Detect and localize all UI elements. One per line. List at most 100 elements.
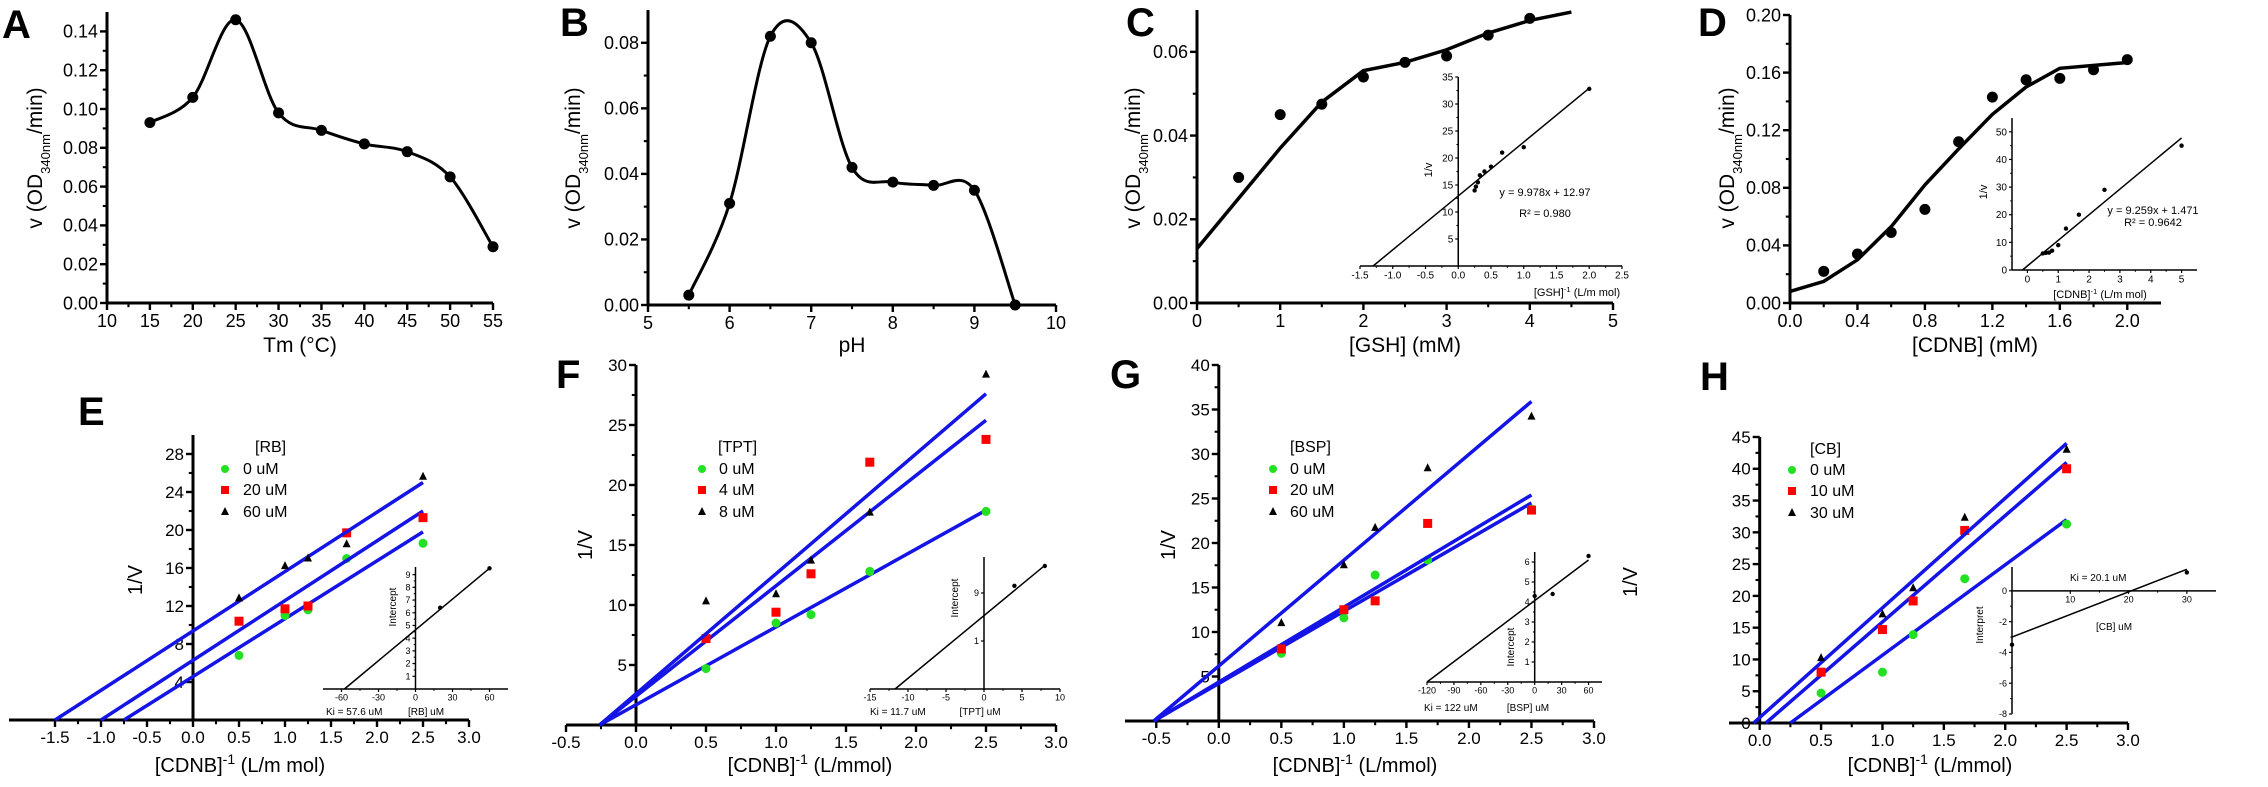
inset-x-axis-title-superscript: -1 <box>1564 285 1571 294</box>
y-tick-label: 5 <box>1448 235 1454 246</box>
legend-title: [CB] <box>1810 441 1841 458</box>
panel-d: D 0.0 0.4 0.8 1.2 1.6 2.0 0.00 0.04 0.08 0.12 0.16 0… <box>1698 1 2199 357</box>
inset-plot: 10 20 30 0 -2 -4 -6 -8 [CB] uM Interpret Ki = 20.1… <box>1975 567 2216 719</box>
data-point <box>806 610 816 620</box>
x-tick-label: 60 <box>484 693 494 703</box>
x-tick-label: 1 <box>2055 275 2061 286</box>
y-tick-label: 0.20 <box>1746 5 1781 25</box>
data-point <box>281 561 289 570</box>
fit-line <box>100 509 424 722</box>
x-axis-title-superscript: -1 <box>1915 751 1928 767</box>
x-tick-label: 10 <box>2065 594 2075 604</box>
inset-y-axis-title: Intercept <box>388 587 399 626</box>
data-point <box>1960 525 1970 535</box>
y-tick-label: 5 <box>1741 682 1750 701</box>
y-tick-label: 0.04 <box>63 216 98 236</box>
data-point <box>315 124 327 136</box>
x-tick-label: 15 <box>140 311 160 331</box>
data-point <box>701 664 711 674</box>
y-tick-label: 24 <box>165 483 184 502</box>
x-tick-label: 10 <box>1046 313 1066 333</box>
data-point <box>865 507 874 516</box>
legend-marker <box>698 486 706 494</box>
data-point <box>1953 136 1965 148</box>
data-point <box>144 117 156 129</box>
y-tick-label: 0.12 <box>63 61 98 81</box>
y-axis-title-main: v (OD <box>1122 174 1145 229</box>
inset-data-point <box>2179 143 2184 148</box>
x-tick-label: 8 <box>888 313 898 333</box>
data-point <box>772 589 780 598</box>
data-point <box>1423 463 1432 472</box>
series-0-um <box>598 506 991 727</box>
y-tick-label: 20 <box>1442 154 1454 165</box>
y-tick-label: 20 <box>608 476 627 495</box>
inset-x-axis-title-main: [CDNB] <box>2053 289 2090 301</box>
data-point <box>1316 98 1328 110</box>
x-tick-label: 1.5 <box>319 728 343 747</box>
x-tick-label: 3.0 <box>457 728 481 747</box>
x-tick-label: 1 <box>1275 311 1285 331</box>
y-tick-label: 40 <box>1732 460 1751 479</box>
y-axis-title-subscript: 340nm <box>576 134 591 174</box>
inset-data-point <box>1550 591 1555 597</box>
x-tick-label: -30 <box>1501 686 1514 696</box>
legend-marker <box>221 507 229 515</box>
x-tick-label: -30 <box>372 693 385 703</box>
x-tick-label: 1.0 <box>1332 729 1356 748</box>
smooth-curve <box>687 19 1017 306</box>
y-tick-label: 10 <box>1996 238 2008 249</box>
data-point <box>1339 560 1348 569</box>
fit-line <box>1789 60 2128 294</box>
y-tick-label: 25 <box>608 416 627 435</box>
legend: [BSP] 0 uM 20 uM 60 uM <box>1269 439 1334 521</box>
legend-title: [TPT] <box>718 439 757 456</box>
x-tick-label: 2.5 <box>974 733 998 752</box>
y-tick-label: -2 <box>1999 617 2007 627</box>
y-tick-label: 45 <box>1732 428 1751 447</box>
data-point <box>1274 109 1286 121</box>
y-tick-label: 0.06 <box>63 177 98 197</box>
y-tick-label: 1 <box>974 636 979 646</box>
panel-letter: B <box>560 1 589 45</box>
x-tick-label: -120 <box>1418 686 1436 696</box>
data-point <box>683 289 695 301</box>
inset-annotation: Ki = 57.6 uM <box>326 707 382 718</box>
y-axis-title-tail: /min) <box>24 87 47 134</box>
x-tick-label: 5 <box>643 313 653 333</box>
x-tick-label: 6 <box>725 313 735 333</box>
fit-line <box>123 530 424 722</box>
y-tick-label: 0.04 <box>1153 126 1188 146</box>
data-point <box>1482 29 1494 41</box>
x-tick-label: 1.0 <box>764 733 788 752</box>
inset-data-point <box>1499 150 1505 155</box>
data-point <box>234 616 244 626</box>
y-tick-label: 15 <box>1191 578 1210 597</box>
y-axis-title-main: v (OD <box>24 174 47 229</box>
x-axis-title-main: [CDNB] <box>1848 755 1916 777</box>
y-tick-label: 0.00 <box>1153 293 1188 313</box>
series-v <box>1195 10 1572 250</box>
y-axis-title-tail: /min) <box>562 87 585 134</box>
x-tick-label: 30 <box>2182 594 2192 604</box>
data-point <box>1877 625 1887 635</box>
data-point <box>1878 609 1887 618</box>
y-tick-label: 40 <box>1996 155 2008 166</box>
x-tick-label: 1.2 <box>1980 311 2005 331</box>
data-point <box>702 596 710 605</box>
y-tick-label: 0.00 <box>63 293 98 313</box>
inset-data-point <box>1587 86 1592 92</box>
x-tick-label: 2.5 <box>411 728 435 747</box>
y-axis-title: 1/V <box>1158 529 1180 560</box>
y-tick-label: 6 <box>405 608 410 618</box>
inset-annotation: Ki = 122 uM <box>1424 703 1478 714</box>
data-point <box>1371 522 1380 531</box>
x-axis-title-main: [CDNB] <box>155 755 223 777</box>
data-point <box>807 555 815 564</box>
legend-marker <box>221 465 229 473</box>
data-point <box>1527 411 1536 420</box>
y-tick-label: 25 <box>1191 489 1210 508</box>
y-tick-label: -6 <box>1999 678 2007 688</box>
x-tick-label: -0.5 <box>132 728 161 747</box>
